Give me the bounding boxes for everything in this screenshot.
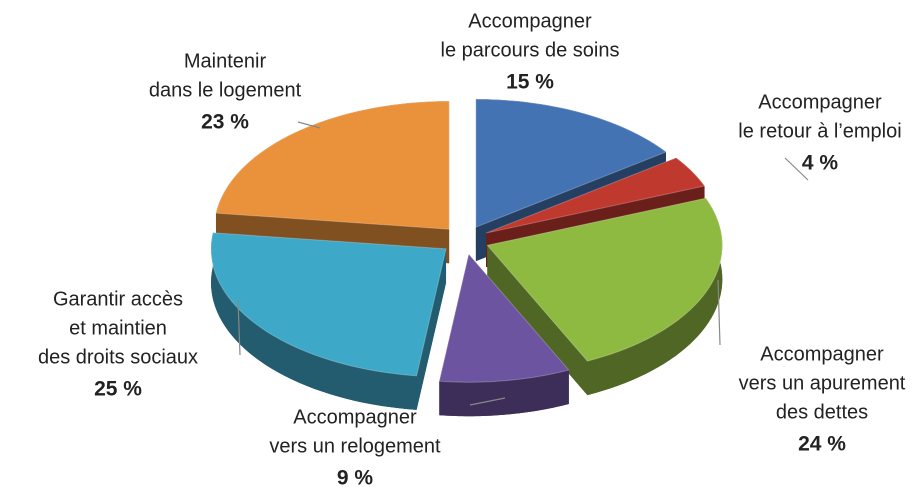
slice-label: Accompagner <box>468 10 592 32</box>
slice-wall <box>416 248 447 410</box>
slice-top <box>215 100 450 230</box>
slice-label: Accompagner <box>758 91 882 113</box>
slice-top <box>485 157 706 234</box>
slice-wall <box>487 245 588 396</box>
slice-label: Maintenir <box>184 50 267 72</box>
slice-top <box>438 253 570 383</box>
leader-line <box>237 299 241 356</box>
pie-slice <box>215 100 450 264</box>
pie-slice <box>486 197 723 396</box>
value-label: 4 % <box>802 152 839 175</box>
value-label: 24 % <box>798 433 846 456</box>
leader-line <box>297 121 321 129</box>
slice-label: Accompagner <box>760 343 884 365</box>
slice-label: et maintien <box>69 317 167 339</box>
value-label: 23 % <box>201 111 249 134</box>
leader-line <box>784 157 809 181</box>
slice-label: Garantir accès <box>53 288 183 310</box>
value-label: 9 % <box>337 467 374 487</box>
slice-top <box>475 98 668 228</box>
leader-line <box>717 279 721 346</box>
slice-label: des dettes <box>776 401 868 423</box>
slice-label: dans le logement <box>149 79 302 101</box>
slice-label: vers un relogement <box>269 435 441 457</box>
slice-top <box>210 232 447 377</box>
leader-line <box>469 397 506 406</box>
slice-label: le parcours de soins <box>441 39 620 61</box>
pie-slice <box>210 232 447 410</box>
slice-side <box>211 232 417 410</box>
value-label: 25 % <box>94 378 142 401</box>
slice-label: le retour à l’emploi <box>738 120 901 142</box>
value-label: 15 % <box>506 71 554 94</box>
slice-top <box>486 197 723 362</box>
slice-label: Accompagner <box>293 406 417 428</box>
slice-label: vers un apurement <box>739 372 906 394</box>
pie-slice <box>438 253 570 417</box>
slice-label: des droits sociaux <box>38 346 198 368</box>
